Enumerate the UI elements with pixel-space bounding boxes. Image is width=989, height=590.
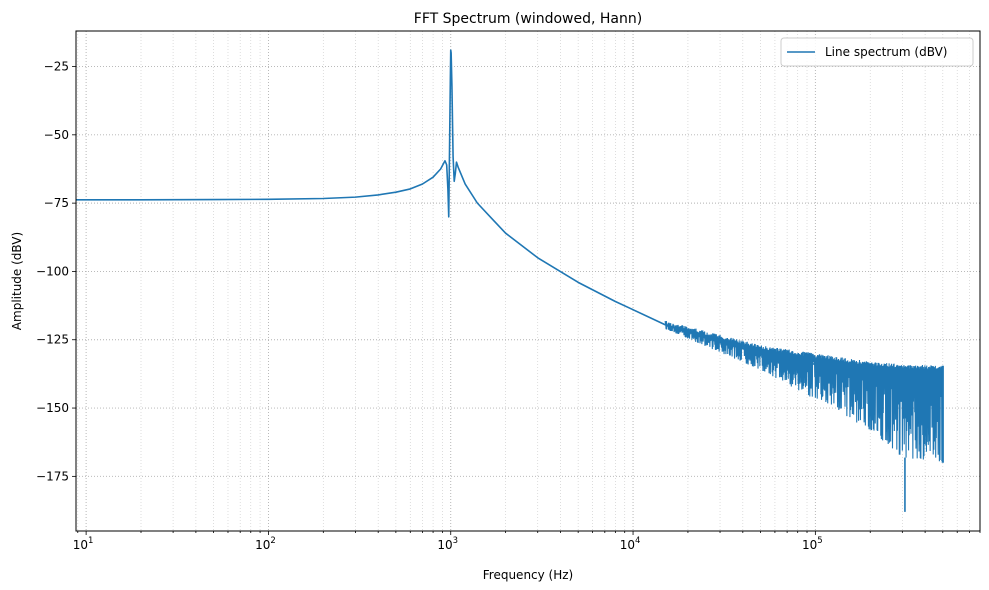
y-tick-label: −75 xyxy=(44,196,69,210)
y-tick-label: −175 xyxy=(36,469,69,483)
plot-frame xyxy=(75,30,981,532)
x-tick-exponent: 4 xyxy=(635,536,640,546)
spectrum-noise-band xyxy=(664,320,944,462)
y-tick-label: −50 xyxy=(44,128,69,142)
x-tick-exponent: 1 xyxy=(88,536,93,546)
x-tick-base: 10 xyxy=(73,538,88,552)
x-tick-label: 101 xyxy=(73,536,94,552)
y-tick-label: −125 xyxy=(36,333,69,347)
y-tick-label: −150 xyxy=(36,401,69,415)
x-tick-label: 105 xyxy=(802,536,823,552)
x-tick-exponent: 3 xyxy=(453,536,458,546)
x-tick-base: 10 xyxy=(437,538,452,552)
grid-lines xyxy=(76,31,981,531)
y-axis-label: Amplitude (dBV) xyxy=(10,232,24,330)
x-tick-label: 102 xyxy=(255,536,276,552)
legend-label: Line spectrum (dBV) xyxy=(825,45,947,59)
axis-ticks: 101 102 103 104 105−25−50−75−100−125−150−175 xyxy=(36,60,981,552)
legend-box xyxy=(780,37,974,67)
legend: Line spectrum (dBV) xyxy=(780,37,974,67)
x-tick-label: 103 xyxy=(437,536,458,552)
y-tick-label: −100 xyxy=(36,264,69,278)
plot-data xyxy=(76,49,944,512)
x-tick-base: 10 xyxy=(255,538,270,552)
x-axis-label: Frequency (Hz) xyxy=(483,568,574,582)
x-tick-base: 10 xyxy=(620,538,635,552)
x-tick-base: 10 xyxy=(802,538,817,552)
x-tick-exponent: 5 xyxy=(817,536,822,546)
chart-title: FFT Spectrum (windowed, Hann) xyxy=(414,11,642,27)
y-tick-label: −25 xyxy=(44,60,69,74)
x-tick-exponent: 2 xyxy=(270,536,275,546)
x-tick-label: 104 xyxy=(620,536,641,552)
